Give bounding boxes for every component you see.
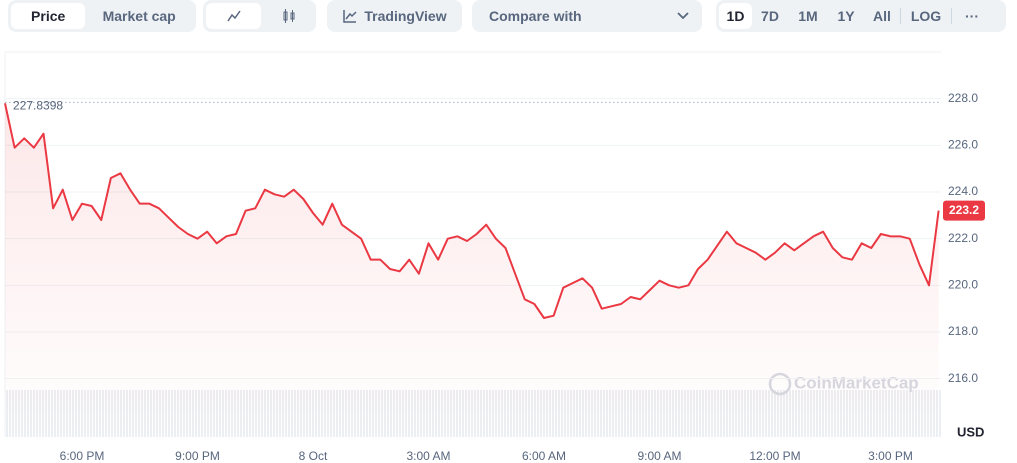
price-line — [4, 103, 940, 319]
candle-icon[interactable] — [265, 3, 313, 29]
divider — [900, 8, 901, 24]
more-btn[interactable]: ··· — [965, 8, 979, 24]
range-1y[interactable]: 1Y — [837, 8, 855, 24]
y-tick-label: 218.0 — [948, 324, 978, 338]
y-tick-label: 228.0 — [948, 91, 978, 105]
range-1m[interactable]: 1M — [798, 8, 818, 24]
icon — [343, 10, 357, 23]
x-tick-label: 12:00 PM — [749, 449, 800, 463]
x-tick-label: 9:00 PM — [175, 449, 220, 463]
icon — [283, 9, 295, 23]
compare-select[interactable]: Compare with — [472, 0, 702, 32]
x-tick-label: 8 Oct — [299, 449, 328, 463]
log-btn[interactable]: LOG — [910, 8, 942, 24]
area-fill — [5, 103, 939, 437]
x-tick-label: 3:00 PM — [868, 449, 913, 463]
view-tabs: Price Market cap — [8, 0, 196, 32]
tab-price[interactable]: Price — [11, 3, 86, 29]
watermark: CoinMarketCap — [794, 373, 919, 392]
x-tick-label: 6:00 AM — [522, 449, 566, 463]
range-tabs: 1D 7D 1M 1Y All LOG ··· — [716, 0, 1006, 32]
last-price-box — [943, 200, 985, 221]
reference-label: 227.8398 — [13, 99, 63, 113]
chart-style — [203, 0, 316, 32]
last-price-label: 223.2 — [949, 203, 979, 217]
chevron — [677, 12, 689, 20]
range-all[interactable]: All — [873, 8, 891, 24]
tradingview-label: TradingView — [364, 8, 447, 24]
x-tick-label: 3:00 AM — [406, 449, 450, 463]
line-icon[interactable] — [206, 3, 261, 29]
range-7d[interactable]: 7D — [761, 8, 779, 24]
x-tick-label: 9:00 AM — [637, 449, 681, 463]
volume-band — [5, 390, 941, 437]
divider — [951, 8, 952, 24]
y-tick-label: 224.0 — [948, 184, 978, 198]
compare-label: Compare with — [489, 8, 582, 24]
x-tick-label: 6:00 PM — [60, 449, 105, 463]
watermark-logo — [768, 372, 792, 396]
y-tick-label: 226.0 — [948, 138, 978, 152]
y-tick-label: 220.0 — [948, 278, 978, 292]
y-tick-label: 222.0 — [948, 231, 978, 245]
icon — [226, 10, 241, 22]
unit-label: USD — [957, 424, 984, 439]
y-tick-label: 216.0 — [948, 371, 978, 385]
tradingview-btn[interactable]: TradingView — [327, 0, 462, 32]
range-1d[interactable]: 1D — [719, 3, 752, 29]
tab-market-cap[interactable]: Market cap — [102, 8, 176, 24]
